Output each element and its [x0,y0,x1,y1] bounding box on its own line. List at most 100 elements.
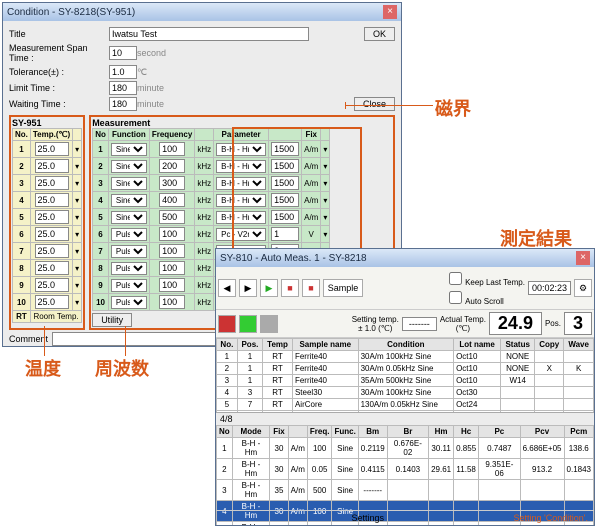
ok-button[interactable]: OK [364,27,395,41]
table-row[interactable]: 1B-H - Hm30A/m100Sine0.21190.676E-0230.1… [217,438,594,459]
count-label: 4/8 [216,413,594,425]
fix-input[interactable] [271,227,299,241]
table-row[interactable]: 57RTAirCore130A/m 0.05kHz SineOct24 [217,399,594,411]
table-row[interactable]: 43RTSteel3030A/m 100kHz SineOct30 [217,387,594,399]
result-toolbar2: Setting temp.± 1.0 (℃) ------- Actual Te… [216,310,594,338]
func-select[interactable]: Pulse [111,296,147,309]
temp-input[interactable] [35,244,69,258]
table-row[interactable]: 3B-H - Hm35A/m500Sine------- [217,480,594,501]
func-select[interactable]: Pulse [111,228,147,241]
func-select[interactable]: Sine [111,143,147,156]
limit-input[interactable] [109,81,137,95]
close-button[interactable]: Close [354,97,395,111]
func-select[interactable]: Sine [111,177,147,190]
tol-input[interactable] [109,65,137,79]
temp-input[interactable] [35,142,69,156]
param-select[interactable]: B-H - Hm [216,143,266,156]
result-window: SY-810 - Auto Meas. 1 - SY-8218 × ◀ ▶ ▶ … [215,248,595,526]
fix-input[interactable] [271,142,299,156]
close-icon[interactable]: × [383,5,397,19]
table-row[interactable]: 2B-H - Hm30A/m0.05Sine0.41150.140329.611… [217,459,594,480]
freq-input[interactable] [159,244,185,258]
start-button[interactable]: ▶ [260,279,278,297]
func-select[interactable]: Sine [111,211,147,224]
sample-button[interactable]: Sample [323,279,363,297]
freq-input[interactable] [159,176,185,190]
param-select[interactable]: B-H - Hm [216,177,266,190]
temp-input[interactable] [35,295,69,309]
param-select[interactable]: B-H - Hm [216,211,266,224]
temp-input[interactable] [35,193,69,207]
sy951-header: SY-951 [12,118,82,128]
comment-label: Comment [9,334,48,344]
freq-input[interactable] [159,193,185,207]
result-title: SY-810 - Auto Meas. 1 - SY-8218 [220,253,576,264]
utility-tab[interactable]: Utility [92,313,132,327]
scroll-checkbox[interactable] [449,291,462,304]
param-select[interactable]: B-H - Hm [216,160,266,173]
keep-checkbox[interactable] [449,272,462,285]
back-button[interactable]: ◀ [218,279,236,297]
callout-mag: 磁界 [435,95,471,121]
temp-input[interactable] [35,176,69,190]
gear-icon[interactable]: ⚙ [574,279,592,297]
freq-input[interactable] [159,142,185,156]
temp-input[interactable] [35,210,69,224]
table-row[interactable]: 11RTFerrite4030A/m 100kHz SineOct10NONE [217,351,594,363]
freq-input[interactable] [159,227,185,241]
acttemp-display: 24.9 [489,312,542,335]
led2-icon [239,315,257,333]
time-display: 00:02:23 [528,281,571,295]
freq-input[interactable] [159,278,185,292]
fix-input[interactable] [271,193,299,207]
param-select[interactable]: Pc - V2m [216,228,266,241]
stop-button[interactable]: ■ [281,279,299,297]
result-toolbar: ◀ ▶ ▶ ■ ■ Sample Keep Last Temp. Auto Sc… [216,267,594,310]
callout-temp: 温度 [25,355,61,381]
temp-input[interactable] [35,227,69,241]
cstop-button[interactable]: ■ [302,279,320,297]
temp-input[interactable] [35,159,69,173]
sample-table: No.Pos.TempSample nameConditionLot nameS… [216,338,594,413]
settings-label[interactable]: Settings [351,513,384,523]
mspan-label: Measurement Span Time : [9,43,109,63]
settemp-display: ------- [402,317,437,331]
table-row[interactable]: 21RTFerrite4030A/m 0.05kHz SineOct10NONE… [217,363,594,375]
result-titlebar: SY-810 - Auto Meas. 1 - SY-8218 × [216,249,594,267]
wait-label: Waiting Time : [9,99,109,109]
fix-input[interactable] [271,210,299,224]
forward-button[interactable]: ▶ [239,279,257,297]
mspan-input[interactable] [109,46,137,60]
func-select[interactable]: Pulse [111,262,147,275]
freq-input[interactable] [159,210,185,224]
condition-titlebar: Condition - SY-8218(SY-951) × [3,3,401,21]
freq-input[interactable] [159,261,185,275]
led3-icon [260,315,278,333]
meas-header: Measurement [92,118,392,128]
fix-input[interactable] [271,159,299,173]
temp-table: No.Temp.(℃)1▾2▾3▾4▾5▾6▾7▾8▾9▾10▾RTRoom T… [12,128,82,323]
led1-icon [218,315,236,333]
freq-input[interactable] [159,295,185,309]
result-statusbar: Settings Setting 'Condition'. [216,510,594,525]
limit-label: Limit Time : [9,83,109,93]
callout-freq: 周波数 [95,355,149,381]
param-select[interactable]: B-H - Hm [216,194,266,207]
func-select[interactable]: Pulse [111,279,147,292]
title-input[interactable] [109,27,309,41]
freq-input[interactable] [159,159,185,173]
func-select[interactable]: Sine [111,194,147,207]
condition-title: Condition - SY-8218(SY-951) [7,7,383,18]
temp-input[interactable] [35,261,69,275]
status-text: Setting 'Condition'. [514,513,588,523]
title-label: Title [9,29,109,39]
tol-label: Tolerance(±) : [9,67,109,77]
wait-input[interactable] [109,97,137,111]
fix-input[interactable] [271,176,299,190]
func-select[interactable]: Sine [111,160,147,173]
table-row[interactable]: 31RTFerrite4035A/m 500kHz SineOct10W14 [217,375,594,387]
temp-input[interactable] [35,278,69,292]
result-close-icon[interactable]: × [576,251,590,265]
pos-display: 3 [564,312,592,335]
func-select[interactable]: Pulse [111,245,147,258]
